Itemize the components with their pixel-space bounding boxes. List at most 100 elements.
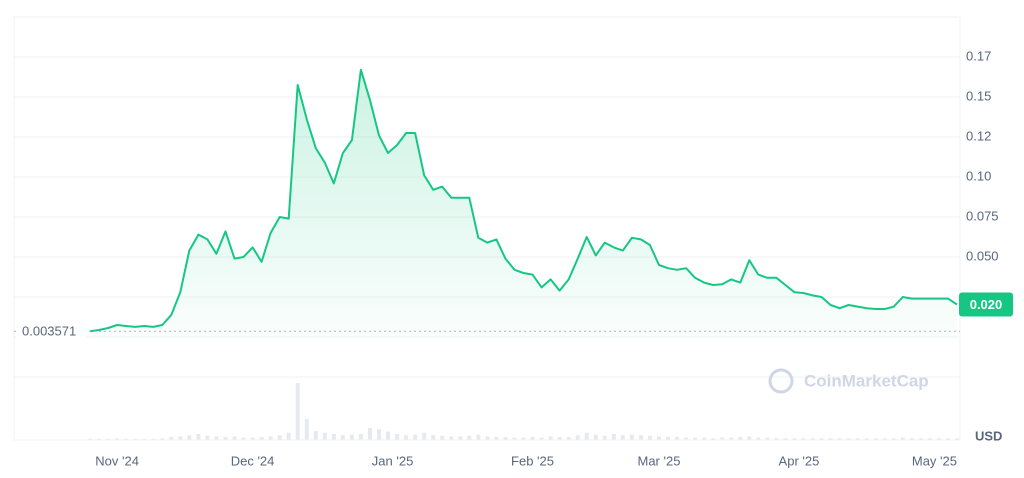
volume-bar	[205, 435, 210, 440]
x-tick-label: Mar '25	[637, 453, 680, 468]
volume-bar	[675, 437, 680, 440]
price-line	[89, 68, 958, 333]
volume-bar	[873, 438, 878, 440]
volume-bar	[629, 434, 634, 440]
baseline-label-bg	[16, 322, 86, 341]
volume-bar	[638, 435, 643, 440]
volume-bar	[611, 434, 616, 440]
volume-bar	[115, 438, 120, 440]
volume-bar	[97, 438, 102, 440]
volume-bar	[395, 434, 400, 440]
x-tick-label: Nov '24	[95, 453, 139, 468]
volume-bar	[828, 438, 833, 440]
volume-bar	[521, 437, 526, 440]
volume-bar	[223, 437, 228, 440]
price-area	[90, 69, 957, 338]
volume-bar	[945, 438, 950, 440]
volume-bar	[656, 436, 661, 440]
volume-bar	[349, 434, 354, 440]
y-tick-label: 0.17	[966, 48, 991, 63]
volume-bar	[783, 438, 788, 440]
volume-bar	[882, 438, 887, 440]
volume-bar	[358, 434, 363, 440]
volume-bar	[756, 437, 761, 440]
volume-bar	[142, 438, 147, 440]
volume-bar	[458, 436, 463, 440]
volume-bar	[855, 438, 860, 440]
volume-bar	[422, 432, 427, 440]
volume-bar	[765, 437, 770, 440]
watermark-logo	[768, 368, 794, 394]
volume-bar	[449, 436, 454, 440]
volume-bar	[151, 438, 156, 440]
price-badge	[959, 292, 1013, 317]
volume-bar	[467, 435, 472, 440]
volume-bar	[133, 438, 138, 440]
y-tick-label: 0.050	[966, 248, 999, 263]
volume-bar	[494, 437, 499, 440]
volume-bar	[286, 432, 291, 440]
price-badge-label: 0.020	[970, 297, 1003, 312]
volume-bar	[340, 435, 345, 440]
volume-bar	[548, 436, 553, 440]
volume-bar	[918, 438, 923, 440]
baseline-label: 0.003571	[22, 324, 76, 339]
watermark-text: CoinMarketCap	[804, 371, 929, 390]
x-tick-label: May '25	[912, 453, 957, 468]
volume-bar	[810, 438, 815, 440]
volume-bar	[331, 434, 336, 440]
x-tick-label: Feb '25	[511, 453, 554, 468]
volume-bar	[620, 435, 625, 440]
x-tick-label: Jan '25	[372, 453, 414, 468]
volume-bar	[413, 434, 418, 440]
currency-label: USD	[975, 428, 1002, 443]
volume-bar	[512, 437, 517, 440]
volume-bar	[720, 437, 725, 440]
volume-bar	[431, 435, 436, 440]
volume-bar	[801, 438, 806, 440]
volume-bar	[241, 437, 246, 440]
volume-bar	[927, 438, 932, 440]
volume-bar	[160, 438, 165, 440]
volume-bar	[819, 438, 824, 440]
volume-bar	[440, 435, 445, 440]
volume-bar	[891, 438, 896, 440]
volume-bar	[837, 438, 842, 440]
y-tick-label: 0.10	[966, 168, 991, 183]
volume-bar	[738, 437, 743, 440]
volume-bar	[485, 436, 490, 440]
volume-bar	[584, 432, 589, 440]
volume-bar	[313, 431, 318, 440]
volume-bar	[593, 434, 598, 440]
volume-bar	[557, 437, 562, 440]
volume-bar	[684, 437, 689, 440]
volume-bar	[575, 435, 580, 440]
volume-bar	[864, 438, 869, 440]
y-tick-label: 0.15	[966, 88, 991, 103]
volume-bar	[322, 432, 327, 440]
volume-bar	[900, 437, 905, 440]
volume-bar	[774, 438, 779, 440]
volume-bar	[539, 437, 544, 440]
volume-bar	[711, 438, 716, 440]
volume-bar	[909, 438, 914, 440]
volume-bar	[386, 431, 391, 440]
volume-bar	[846, 438, 851, 440]
volume-bar	[404, 435, 409, 440]
volume-bar	[476, 434, 481, 440]
x-tick-label: Apr '25	[779, 453, 820, 468]
volume-bar	[196, 434, 201, 440]
volume-bar	[277, 435, 282, 440]
volume-bar	[250, 437, 255, 440]
volume-bar	[304, 419, 309, 440]
volume-bar	[124, 438, 129, 440]
volume-bar	[377, 429, 381, 440]
volume-bar	[295, 383, 300, 440]
y-tick-label: 0.12	[966, 128, 991, 143]
volume-bar	[702, 437, 707, 440]
volume-bar	[88, 438, 92, 440]
volume-bar	[232, 436, 237, 440]
volume-bar	[259, 437, 264, 440]
volume-bar	[214, 436, 219, 440]
volume-bar	[936, 438, 941, 440]
